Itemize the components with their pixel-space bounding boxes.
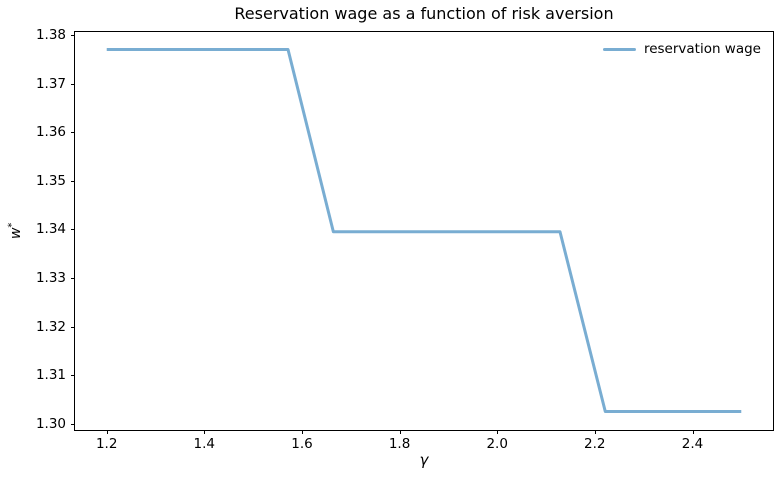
- y-tick-label: 1.32: [35, 318, 66, 335]
- x-tick-label: 2.4: [681, 436, 704, 452]
- x-tick-label: 1.6: [291, 436, 313, 452]
- legend-label: reservation wage: [643, 41, 761, 57]
- plot-canvas: [106, 47, 742, 414]
- x-tick-mark: [692, 430, 694, 434]
- reservation-wage-line: [106, 47, 742, 414]
- y-axis-label: w*: [6, 223, 24, 239]
- x-tick-mark: [106, 430, 108, 434]
- x-tick-mark: [594, 430, 596, 434]
- x-axis-label: γ: [419, 451, 429, 469]
- y-tick-mark: [71, 375, 75, 377]
- x-tick-mark: [497, 430, 499, 434]
- y-tick-label: 1.34: [35, 221, 66, 238]
- x-tick-mark: [204, 430, 206, 434]
- legend-line-swatch: [602, 47, 636, 51]
- chart-title: Reservation wage as a function of risk a…: [234, 4, 614, 23]
- y-axis-label-base: w: [7, 227, 24, 240]
- y-tick-label: 1.31: [35, 367, 66, 384]
- plot-area: reservation wage 1.2 1.4 1.6 1.8 2.0 2.2 2.4 1…: [36, 27, 774, 452]
- y-axis-label-sup: *: [6, 222, 18, 228]
- y-tick-label: 1.30: [35, 415, 66, 432]
- legend: reservation wage: [602, 41, 761, 57]
- x-tick-label: 1.8: [388, 436, 411, 452]
- x-tick-label: 2.0: [486, 436, 508, 452]
- y-tick-label: 1.38: [35, 26, 66, 43]
- x-tick-label: 2.2: [584, 436, 606, 452]
- x-tick-label: 1.4: [193, 436, 216, 452]
- y-tick-label: 1.37: [35, 75, 66, 92]
- y-tick-mark: [71, 34, 75, 36]
- y-tick-mark: [71, 180, 75, 182]
- y-tick-mark: [71, 326, 75, 328]
- x-tick-label: 1.2: [95, 436, 118, 452]
- x-tick-mark: [302, 430, 303, 434]
- y-tick-mark: [71, 83, 75, 85]
- x-axis-ticks: 1.2 1.4 1.6 1.8 2.0 2.2 2.4: [75, 430, 773, 460]
- y-tick-mark: [71, 229, 75, 231]
- y-tick-label: 1.36: [35, 124, 66, 141]
- y-tick-mark: [71, 277, 75, 279]
- y-axis-ticks: 1.30 1.31 1.32 1.33 1.34 1.35 1.36 1.37 1.38: [15, 27, 75, 432]
- y-axis-label-box: w*: [0, 31, 30, 431]
- y-tick-label: 1.35: [35, 172, 66, 189]
- y-tick-mark: [71, 423, 75, 425]
- x-tick-mark: [399, 430, 401, 434]
- y-tick-mark: [71, 132, 75, 134]
- y-tick-label: 1.33: [35, 269, 66, 286]
